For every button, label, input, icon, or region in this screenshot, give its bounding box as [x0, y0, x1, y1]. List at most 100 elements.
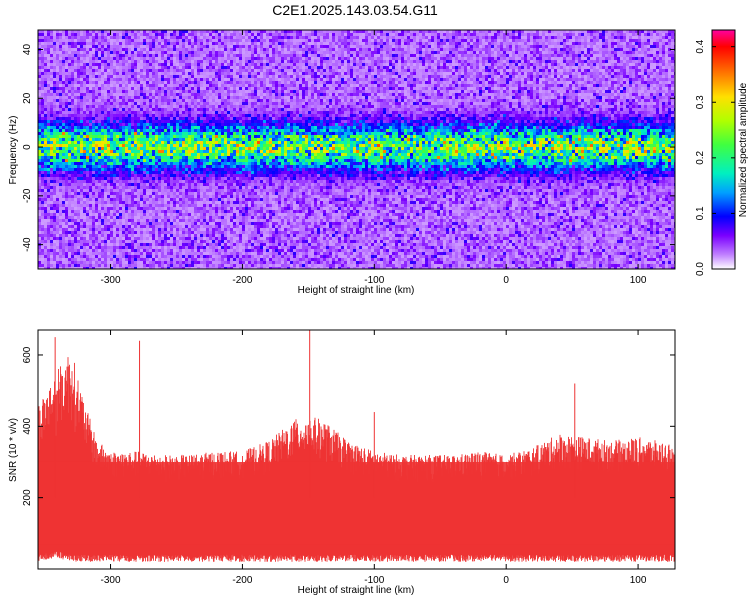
spectrogram-cell [86, 210, 89, 213]
spectrogram-cell [188, 183, 191, 186]
spectrogram-cell [107, 162, 110, 165]
spectrogram-cell [152, 63, 155, 66]
spectrogram-cell [152, 204, 155, 207]
spectrogram-cell [95, 195, 98, 198]
spectrogram-cell [86, 216, 89, 219]
spectrogram-cell [101, 252, 104, 255]
spectrogram-cell [131, 204, 134, 207]
spectrogram-cell [158, 60, 161, 63]
spectrogram-cell [62, 105, 65, 108]
spectrogram-cell [38, 123, 41, 126]
spectrogram-cell [188, 144, 191, 147]
spectrogram-cell [107, 96, 110, 99]
spectrogram-cell [74, 159, 77, 162]
spectrogram-cell [122, 207, 125, 210]
spectrogram-cell [47, 93, 50, 96]
spectrogram-cell [131, 90, 134, 93]
spectrogram-cell [176, 60, 179, 63]
spectrogram-cell [92, 36, 95, 39]
spectrogram-cell [212, 231, 215, 234]
spectrogram-cell [134, 60, 137, 63]
spectrogram-cell [137, 111, 140, 114]
spectrogram-cell [119, 99, 122, 102]
spectrogram-cell [167, 177, 170, 180]
spectrogram-cell [86, 102, 89, 105]
spectrogram-cell [200, 51, 203, 54]
spectrogram-cell [59, 63, 62, 66]
spectrogram-cell [188, 261, 191, 264]
spectrogram-cell [62, 90, 65, 93]
spectrogram-cell [92, 222, 95, 225]
spectrogram-cell [62, 261, 65, 264]
spectrogram-cell [53, 39, 56, 42]
spectrogram-cell [68, 30, 71, 33]
spectrogram-cell [146, 156, 149, 159]
spectrogram-cell [110, 42, 113, 45]
spectrogram-cell [143, 144, 146, 147]
spectrogram-cell [209, 33, 212, 36]
spectrogram-cell [86, 126, 89, 129]
spectrogram-cell [161, 204, 164, 207]
spectrogram-cell [179, 171, 182, 174]
spectrogram-cell [170, 60, 173, 63]
spectrogram-cell [101, 54, 104, 57]
spectrogram-cell [152, 45, 155, 48]
spectrogram-cell [59, 51, 62, 54]
spectrogram-cell [158, 69, 161, 72]
spectrogram-cell [194, 234, 197, 237]
spectrogram-cell [128, 186, 131, 189]
spectrogram-cell [41, 252, 44, 255]
spectrogram-cell [134, 258, 137, 261]
spectrogram-cell [44, 216, 47, 219]
spectrogram-cell [47, 165, 50, 168]
spectrogram-cell [134, 120, 137, 123]
spectrogram-cell [194, 201, 197, 204]
spectrogram-cell [137, 141, 140, 144]
spectrogram-cell [86, 201, 89, 204]
spectrogram-cell [83, 201, 86, 204]
spectrogram-cell [80, 195, 83, 198]
spectrogram-cell [125, 153, 128, 156]
spectrogram-cell [92, 90, 95, 93]
spectrogram-cell [143, 177, 146, 180]
spectrogram-cell [143, 171, 146, 174]
spectrogram-cell [143, 60, 146, 63]
spectrogram-cell [173, 111, 176, 114]
spectrogram-cell [179, 261, 182, 264]
spectrogram-cell [167, 117, 170, 120]
spectrogram-cell [185, 96, 188, 99]
spectrogram-cell [143, 99, 146, 102]
spectrogram-cell [89, 138, 92, 141]
spectrogram-cell [50, 93, 53, 96]
spectrogram-cell [68, 81, 71, 84]
spectrogram-cell [77, 246, 80, 249]
spectrogram-cell [131, 165, 134, 168]
spectrogram-cell [179, 228, 182, 231]
spectrogram-cell [221, 243, 224, 246]
spectrogram-cell [47, 66, 50, 69]
spectrogram-cell [104, 141, 107, 144]
spectrogram-cell [41, 207, 44, 210]
spectrogram-cell [44, 84, 47, 87]
spectrogram-cell [104, 237, 107, 240]
spectrogram-cell [200, 171, 203, 174]
spectrogram-cell [215, 141, 218, 144]
spectrogram-cell [140, 183, 143, 186]
spectrogram-cell [140, 105, 143, 108]
spectrogram-cell [107, 195, 110, 198]
spectrogram-cell [131, 252, 134, 255]
spectrogram-cell [89, 255, 92, 258]
spectrogram-cell [218, 213, 221, 216]
spectrogram-cell [191, 261, 194, 264]
spectrogram-cell [203, 237, 206, 240]
spectrogram-cell [152, 261, 155, 264]
spectrogram-cell [65, 102, 68, 105]
spectrogram-cell [218, 123, 221, 126]
spectrogram-cell [83, 114, 86, 117]
spectrogram-cell [185, 30, 188, 33]
spectrogram-cell [125, 258, 128, 261]
spectrogram-cell [215, 153, 218, 156]
spectrogram-cell [206, 201, 209, 204]
spectrogram-cell [221, 69, 224, 72]
spectrogram-cell [161, 90, 164, 93]
